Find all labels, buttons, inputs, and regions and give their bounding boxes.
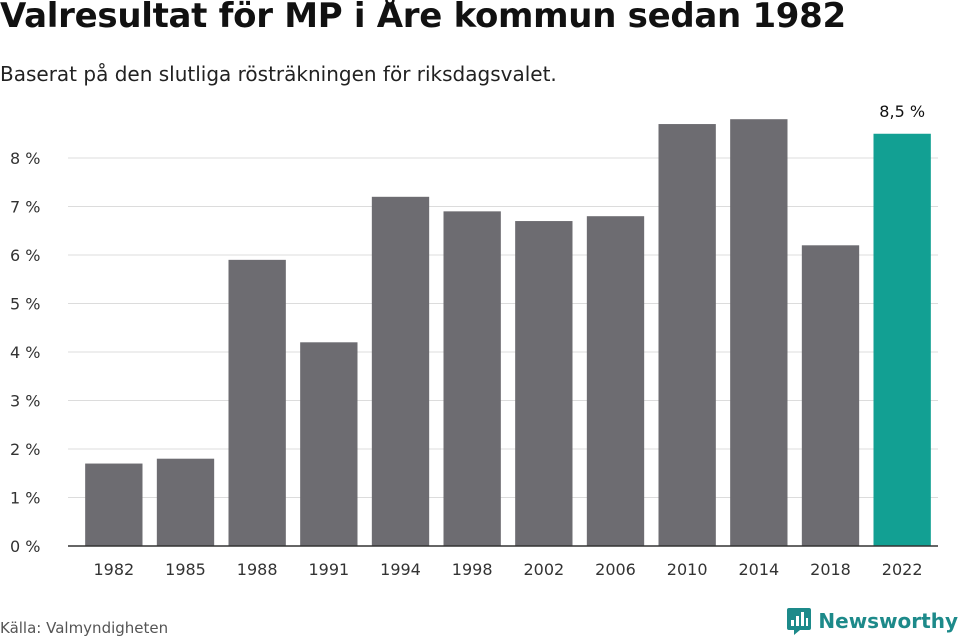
annotations: 8,5 % [879, 102, 925, 121]
x-tick-label: 1998 [452, 560, 493, 579]
x-tick-label: 1982 [93, 560, 134, 579]
x-tick-label: 2018 [810, 560, 851, 579]
x-tick-label: 1988 [237, 560, 278, 579]
x-tick-label: 1994 [380, 560, 421, 579]
bar-1982 [85, 463, 143, 546]
y-tick-label: 0 % [10, 537, 40, 556]
x-tick-label: 2002 [523, 560, 564, 579]
gridlines [68, 157, 938, 498]
bar-1991 [300, 342, 358, 546]
x-tick-label: 2010 [667, 560, 708, 579]
y-tick-label: 6 % [10, 246, 40, 265]
bar-1985 [156, 458, 215, 546]
y-tick-label: 8 % [10, 149, 40, 168]
data-label: 8,5 % [879, 102, 925, 121]
bar-chart: 0 % 1 % 2 % 3 % 4 % 5 % 6 % 7 % 8 % 1982 1985 1988… [10, 102, 938, 579]
y-axis-labels: 0 % 1 % 2 % 3 % 4 % 5 % 6 % 7 % 8 % [10, 149, 40, 556]
y-tick-label: 1 % [10, 489, 40, 508]
bar-1994 [371, 196, 430, 547]
x-axis-labels: 1982 1985 1988 1991 1994 1998 2002 2006 2010 2014… [93, 560, 922, 579]
y-tick-label: 2 % [10, 440, 40, 459]
bar-2022 [873, 133, 931, 546]
x-tick-label: 2006 [595, 560, 636, 579]
y-tick-label: 3 % [10, 392, 40, 411]
y-tick-label: 4 % [10, 343, 40, 362]
source-note: Källa: Valmyndigheten [0, 619, 169, 637]
x-tick-label: 1991 [308, 560, 349, 579]
newsworthy-logo-icon [787, 608, 812, 635]
chart-subtitle: Baserat på den slutliga rösträkningen fö… [0, 62, 557, 86]
bar-2006 [586, 216, 645, 546]
x-tick-label: 2014 [738, 560, 779, 579]
chart-title: Valresultat för MP i Åre kommun sedan 19… [0, 0, 846, 36]
y-tick-label: 5 % [10, 295, 40, 314]
brand-name: Newsworthy [818, 609, 958, 633]
y-tick-label: 7 % [10, 198, 40, 217]
bar-2010 [658, 124, 716, 547]
brand-logo[interactable]: Newsworthy [786, 606, 958, 636]
bar-2018 [801, 245, 860, 547]
bar-1988 [228, 259, 286, 546]
x-tick-label: 2022 [882, 560, 923, 579]
bars [85, 119, 931, 547]
bar-2014 [730, 119, 788, 546]
x-tick-label: 1985 [165, 560, 206, 579]
bar-1998 [443, 211, 501, 546]
bar-2002 [515, 221, 573, 547]
